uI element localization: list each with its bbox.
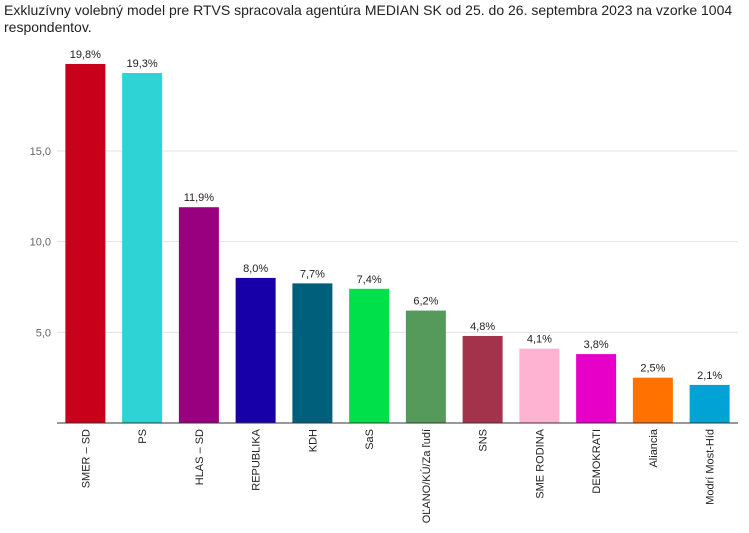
bar (576, 354, 617, 423)
x-tick-label: SMER – SD (80, 429, 92, 488)
x-tick-label: HLAS – SD (194, 429, 206, 485)
data-label: 19,3% (127, 58, 158, 70)
y-tick-label: 10,0 (30, 237, 51, 249)
data-label: 8,0% (243, 263, 268, 275)
data-label: 4,1% (527, 334, 552, 346)
x-tick-label: Aliancia (648, 428, 660, 467)
y-tick-label: 15,0 (30, 146, 51, 158)
x-tick-label: REPUBLIKA (251, 428, 263, 490)
bar (235, 277, 276, 423)
bar (632, 377, 673, 423)
x-tick-label: PS (137, 429, 149, 444)
x-tick-label: OĽANO/KÚ/Za ľudí (420, 429, 433, 523)
bar (519, 348, 560, 423)
data-label: 3,8% (584, 339, 609, 351)
x-tick-label: SNS (478, 429, 490, 452)
data-label: 2,5% (640, 363, 665, 375)
bar (292, 283, 333, 423)
data-label: 6,2% (413, 296, 438, 308)
bars (65, 63, 730, 424)
data-label: 7,7% (300, 268, 325, 280)
x-tick-label: DEMOKRATI (591, 429, 603, 494)
data-label: 19,8% (70, 49, 101, 61)
bar (462, 335, 503, 423)
bar (349, 288, 390, 423)
x-tick-label: Modrí Most-Híd (705, 429, 717, 505)
bar (405, 310, 446, 423)
gridlines (57, 150, 738, 333)
data-labels: 19,8% 19,3% 11,9% 8,0% 7,7% 7,4% 6,2% 4,8% 4,1% 3… (70, 49, 723, 382)
bar (689, 384, 730, 423)
x-axis-labels: SMER – SD PS HLAS – SD REPUBLIKA KDH SaS OĽANO… (80, 428, 716, 523)
x-tick-label: SaS (364, 429, 376, 450)
x-tick-label: KDH (307, 429, 319, 452)
y-axis-ticks: 5,0 10,0 15,0 (30, 146, 51, 339)
bar (122, 73, 163, 423)
data-label: 7,4% (357, 274, 382, 286)
data-label: 2,1% (697, 370, 722, 382)
bar (178, 207, 219, 423)
x-tick-label: SME RODINA (534, 428, 546, 498)
bar (65, 63, 106, 424)
chart-title: Exkluzívny volebný model pre RTVS spraco… (4, 2, 733, 35)
y-tick-label: 5,0 (36, 327, 51, 339)
data-label: 4,8% (470, 321, 495, 333)
data-label: 11,9% (184, 192, 215, 204)
